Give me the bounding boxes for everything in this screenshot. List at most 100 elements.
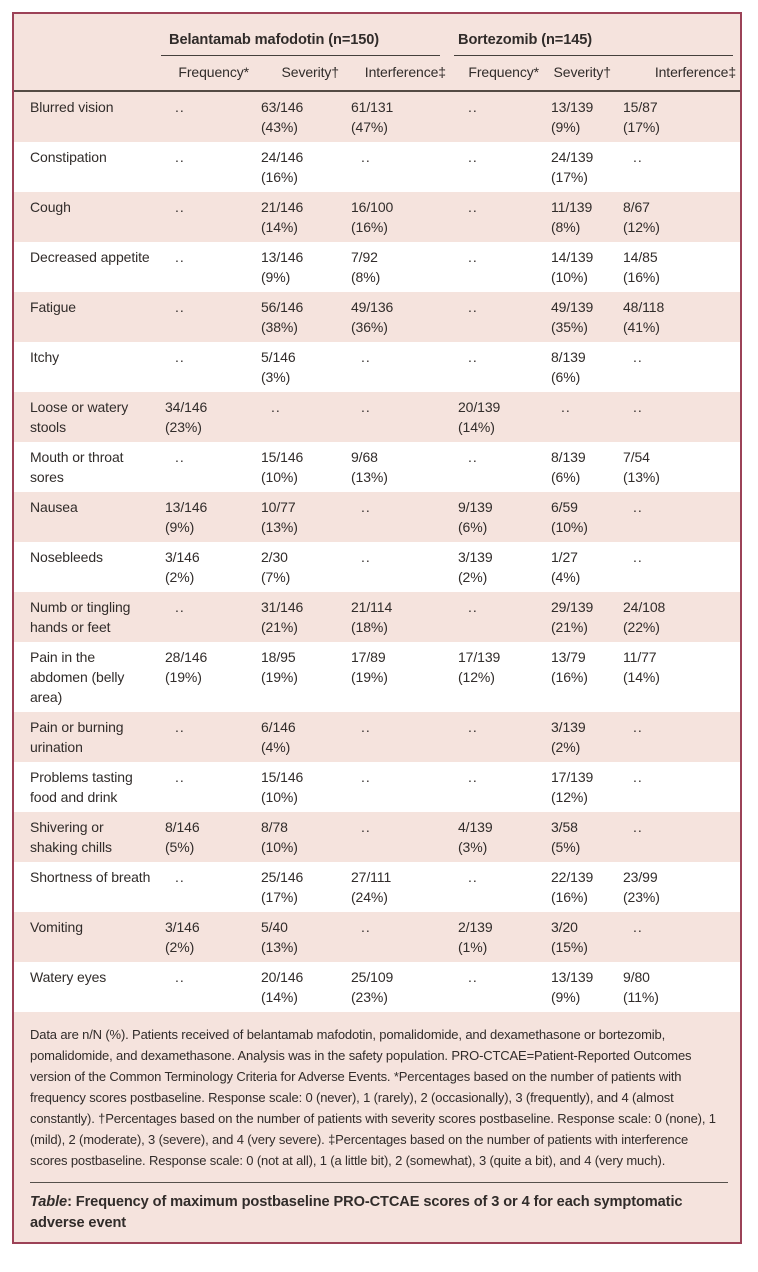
- cell-value: ..: [633, 719, 643, 735]
- cell-value: 22/139: [551, 869, 594, 885]
- cell-no-data: ..: [454, 442, 547, 492]
- cell: 25/146 (17%): [257, 862, 347, 912]
- cell-percentage: (38%): [261, 319, 298, 335]
- cell-no-data: ..: [619, 912, 740, 962]
- cell: 13/139 (9%): [547, 91, 619, 142]
- cell-value: ..: [175, 249, 185, 265]
- cell-value: ..: [175, 99, 185, 115]
- cell-value: ..: [175, 719, 185, 735]
- table-row: Pain or burning urination.. 6/146 (4%)....…: [14, 712, 740, 762]
- row-label: Vomiting: [30, 919, 83, 935]
- cell: 17/139 (12%): [454, 642, 547, 712]
- cell-no-data: ..: [161, 592, 257, 642]
- cell-no-data: ..: [619, 542, 740, 592]
- table-row: Mouth or throat sores.. 15/146 (10%) 9/68 (1…: [14, 442, 740, 492]
- row-label: Nausea: [30, 499, 78, 515]
- cell-no-data: ..: [454, 592, 547, 642]
- cell-value: 20/139: [458, 399, 501, 415]
- cell: 29/139 (21%): [547, 592, 619, 642]
- cell: 4/139 (3%): [454, 812, 547, 862]
- cell-no-data: ..: [161, 712, 257, 762]
- cell-no-data: ..: [454, 142, 547, 192]
- cell-value: ..: [561, 399, 571, 415]
- cell-value: 21/146: [261, 199, 304, 215]
- cell-value: 6/146: [261, 719, 296, 735]
- cell-percentage: (8%): [551, 219, 581, 235]
- table-caption: Table: Frequency of maximum postbaseline…: [14, 1183, 740, 1234]
- cell-value: 18/95: [261, 649, 296, 665]
- cell-no-data: ..: [619, 712, 740, 762]
- table-row: Problems tasting food and drink.. 15/146 (…: [14, 762, 740, 812]
- cell-value: ..: [468, 149, 478, 165]
- cell: 10/77 (13%): [257, 492, 347, 542]
- cell-value: 17/139: [551, 769, 594, 785]
- footnote: Data are n/N (%). Patients received of b…: [30, 1027, 716, 1168]
- col-header-frequency-bortezomib: Frequency*: [454, 56, 547, 92]
- cell-no-data: ..: [454, 292, 547, 342]
- cell: 6/59 (10%): [547, 492, 619, 542]
- cell: 27/111 (24%): [347, 862, 454, 912]
- cell-value: 7/54: [623, 449, 650, 465]
- cell-percentage: (3%): [261, 369, 291, 385]
- cell-percentage: (21%): [551, 619, 588, 635]
- cell-value: 27/111: [351, 869, 392, 885]
- cell-value: 25/146: [261, 869, 304, 885]
- caption-prefix: Table: [30, 1194, 68, 1210]
- cell-percentage: (23%): [351, 989, 388, 1005]
- group-header-row: Belantamab mafodotin (n=150) Bortezomib …: [14, 14, 740, 56]
- cell-value: 13/146: [261, 249, 304, 265]
- cell: 49/139 (35%): [547, 292, 619, 342]
- row-label: Decreased appetite: [30, 249, 150, 265]
- cell-no-data: ..: [161, 142, 257, 192]
- cell-value: ..: [468, 719, 478, 735]
- cell-percentage: (19%): [261, 669, 298, 685]
- cell: 20/146 (14%): [257, 962, 347, 1012]
- cell-percentage: (15%): [551, 939, 588, 955]
- table-row: Watery eyes.. 20/146 (14%) 25/109 (23%).. 13/…: [14, 962, 740, 1012]
- cell-percentage: (16%): [551, 669, 588, 685]
- cell-value: ..: [468, 449, 478, 465]
- cell: 6/146 (4%): [257, 712, 347, 762]
- cell: 48/118 (41%): [619, 292, 740, 342]
- cell-value: 3/58: [551, 819, 578, 835]
- cell-value: ..: [468, 199, 478, 215]
- cell-value: 17/89: [351, 649, 386, 665]
- cell-value: ..: [175, 599, 185, 615]
- cell: 15/146 (10%): [257, 442, 347, 492]
- cell-value: 29/139: [551, 599, 594, 615]
- cell-value: 24/108: [623, 599, 666, 615]
- cell-no-data: ..: [619, 392, 740, 442]
- cell-value: 14/139: [551, 249, 594, 265]
- cell-value: ..: [175, 299, 185, 315]
- cell-percentage: (35%): [551, 319, 588, 335]
- cell-percentage: (17%): [551, 169, 588, 185]
- cell: 9/68 (13%): [347, 442, 454, 492]
- row-label: Numb or tingling hands or feet: [30, 599, 131, 635]
- row-label: Fatigue: [30, 299, 76, 315]
- cell: 8/139 (6%): [547, 342, 619, 392]
- cell: 34/146 (23%): [161, 392, 257, 442]
- cell-value: ..: [361, 149, 371, 165]
- cell: 28/146 (19%): [161, 642, 257, 712]
- table-frame: Belantamab mafodotin (n=150) Bortezomib …: [12, 12, 742, 1244]
- cell: 2/30 (7%): [257, 542, 347, 592]
- cell: 3/20 (15%): [547, 912, 619, 962]
- table-row: Loose or watery stools 34/146 (23%).... 20/…: [14, 392, 740, 442]
- cell-percentage: (19%): [351, 669, 388, 685]
- cell-percentage: (5%): [551, 839, 581, 855]
- col-header-severity-bortezomib: Severity†: [547, 56, 619, 92]
- cell-percentage: (24%): [351, 889, 388, 905]
- cell-no-data: ..: [454, 862, 547, 912]
- cell-value: 16/100: [351, 199, 394, 215]
- cell-value: 48/118: [623, 299, 665, 315]
- cell-value: 9/139: [458, 499, 493, 515]
- cell-percentage: (17%): [623, 119, 660, 135]
- cell-no-data: ..: [619, 342, 740, 392]
- cell-value: 10/77: [261, 499, 296, 515]
- cell-percentage: (16%): [551, 889, 588, 905]
- table-row: Shivering or shaking chills 8/146 (5%) 8/78…: [14, 812, 740, 862]
- cell-percentage: (14%): [261, 219, 298, 235]
- cell-value: 11/77: [623, 649, 657, 665]
- cell-value: ..: [271, 399, 281, 415]
- cell-value: 8/146: [165, 819, 200, 835]
